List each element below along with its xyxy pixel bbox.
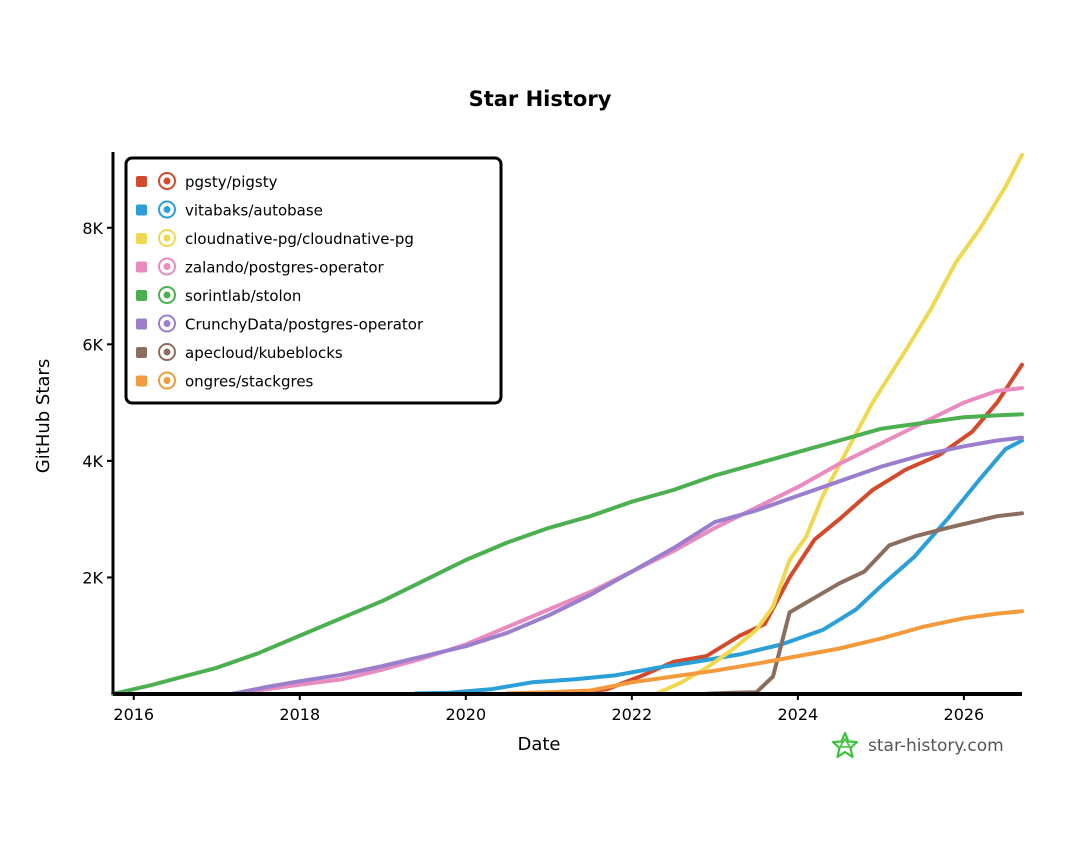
legend-label: ongres/stackgres: [185, 373, 314, 391]
crunchydata-logo-icon: [158, 314, 176, 333]
legend: pgsty/pigsty vitabaks/autobase cloudnative…: [124, 156, 503, 405]
legend-box: [124, 156, 503, 405]
x-axis-label: Date: [517, 734, 560, 755]
legend-item[interactable]: cloudnative-pg/cloudnative-pg: [136, 229, 414, 248]
y-axis-ticks: 2K 4K 6K 8K: [82, 219, 113, 587]
legend-swatch: [136, 176, 147, 187]
legend-item[interactable]: vitabaks/autobase: [136, 200, 323, 220]
legend-label: sorintlab/stolon: [185, 287, 301, 305]
x-tick-label: 2016: [113, 705, 154, 724]
legend-swatch: [136, 233, 147, 244]
zalando-logo-icon: [158, 257, 176, 276]
cloudnative-pg-logo-icon: [158, 229, 176, 247]
legend-swatch: [136, 318, 147, 330]
x-tick-label: 2026: [944, 705, 985, 724]
y-axis-label: GitHub Stars: [33, 359, 54, 473]
legend-label: apecloud/kubeblocks: [185, 344, 343, 362]
legend-label: cloudnative-pg/cloudnative-pg: [185, 230, 414, 248]
pigsty-logo-icon: [158, 172, 176, 190]
series-line-vitabaks-autobase: [414, 438, 1024, 696]
x-tick-label: 2018: [279, 705, 320, 724]
legend-item[interactable]: pgsty/pigsty: [136, 172, 278, 191]
legend-swatch: [136, 347, 147, 358]
x-tick-label: 2024: [778, 705, 819, 724]
autobase-logo-icon: [158, 200, 176, 219]
legend-swatch: [136, 290, 147, 301]
legend-label: vitabaks/autobase: [185, 202, 323, 220]
watermark[interactable]: star-history.com: [831, 731, 1004, 759]
kubeblocks-logo-icon: [158, 343, 176, 361]
series-line-ongres-stackgres: [505, 609, 1024, 696]
series-line-cloudnative-pg-cloudnative-pg: [654, 152, 1024, 696]
legend-label: zalando/postgres-operator: [185, 259, 385, 277]
legend-item[interactable]: sorintlab/stolon: [136, 286, 301, 305]
x-tick-label: 2020: [445, 705, 486, 724]
stackgres-logo-icon: [158, 371, 176, 390]
legend-item[interactable]: zalando/postgres-operator: [136, 257, 385, 277]
watermark-text: star-history.com: [868, 736, 1004, 756]
legend-label: pgsty/pigsty: [185, 173, 278, 191]
legend-swatch: [136, 204, 147, 216]
series-line-apecloud-kubeblocks: [704, 511, 1024, 696]
series-line-sorintlab-stolon: [111, 412, 1024, 696]
series-line-crunchydata-postgres-operator: [231, 435, 1024, 696]
legend-items: pgsty/pigsty vitabaks/autobase cloudnative…: [136, 172, 424, 391]
y-tick-label: 6K: [82, 335, 103, 354]
star-history-logo-icon: [831, 731, 859, 759]
chart-title: Star History: [469, 87, 612, 111]
legend-item[interactable]: apecloud/kubeblocks: [136, 343, 343, 362]
legend-label: CrunchyData/postgres-operator: [185, 316, 424, 334]
stolon-logo-icon: [158, 286, 176, 304]
legend-item[interactable]: ongres/stackgres: [136, 371, 314, 391]
x-tick-label: 2022: [611, 705, 652, 724]
legend-swatch: [136, 261, 147, 273]
y-tick-label: 8K: [82, 219, 103, 238]
y-tick-label: 2K: [82, 568, 103, 587]
series-layer: [111, 152, 1024, 696]
x-axis-ticks: 2016 2018 2020 2022 2024 2026: [113, 694, 984, 724]
legend-swatch: [136, 375, 147, 387]
legend-item[interactable]: CrunchyData/postgres-operator: [136, 314, 424, 334]
y-tick-label: 4K: [82, 452, 103, 471]
